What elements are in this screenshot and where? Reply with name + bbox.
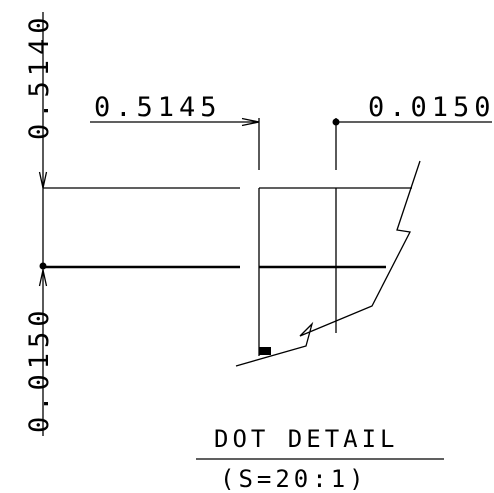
dim-top-left: 0.5145 xyxy=(94,92,222,123)
dim-left-vertical-upper: 0.5140 xyxy=(24,12,55,140)
title-scale: (S=20:1) xyxy=(220,465,368,493)
top-left-dim-arrow xyxy=(241,117,260,127)
dim-top-right: 0.0150 xyxy=(368,92,494,123)
left-dim-arrow-up xyxy=(38,269,48,287)
grid-corner-mark xyxy=(259,347,271,355)
title-main: DOT DETAIL xyxy=(214,425,399,453)
left-dim-arrow-down xyxy=(38,171,48,189)
break-line xyxy=(235,160,421,367)
dim-left-vertical-lower: 0.0150 xyxy=(24,305,55,433)
